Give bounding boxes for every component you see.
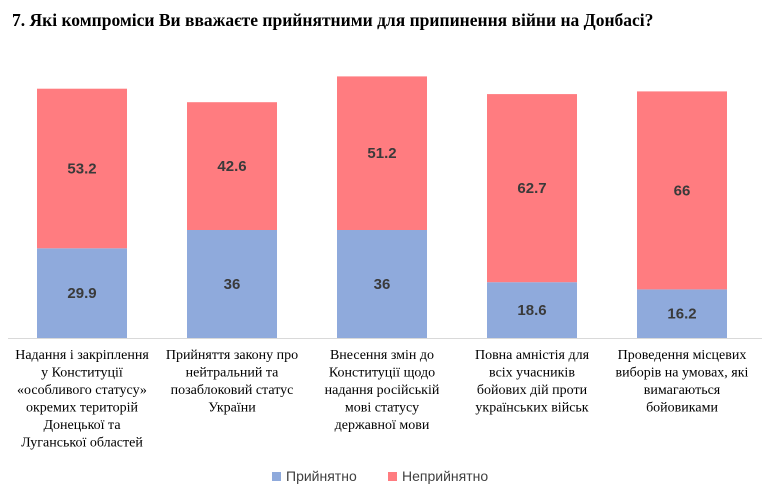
bar-unacceptable-0 (37, 88, 127, 249)
data-label-unacceptable-3: 62.7 (517, 180, 546, 197)
data-label-acceptable-4: 16.2 (667, 306, 696, 323)
bar-acceptable-4 (637, 289, 727, 338)
category-label-2: Внесення змін до Конституції щодо надання … (325, 348, 440, 433)
bar-unacceptable-4 (637, 91, 727, 290)
bar-acceptable-0 (37, 248, 127, 338)
bars-group: 29.9 53.2 36 42.6 36 51.2 18.6 62.7 16.2 66 (37, 76, 727, 338)
data-label-unacceptable-4: 66 (674, 182, 691, 199)
data-label-acceptable-3: 18.6 (517, 302, 546, 319)
category-label-4: Проведення місцевих виборів на умовах, як… (616, 348, 749, 416)
category-label-1: Прийняття закону про нейтральний та позабл… (166, 348, 298, 416)
legend-swatch-acceptable (272, 472, 281, 481)
bar-unacceptable-3 (487, 94, 577, 283)
category-label-0: Надання і закріплення у Конституції «особл… (15, 348, 149, 451)
bar-unacceptable-2 (337, 76, 427, 231)
legend: Прийнятно Неприйнятно (272, 468, 488, 484)
bar-acceptable-2 (337, 230, 427, 338)
data-label-acceptable-0: 29.9 (67, 285, 96, 302)
category-labels: Надання і закріплення у Конституції «особл… (15, 348, 748, 451)
bar-acceptable-3 (487, 282, 577, 338)
data-label-unacceptable-1: 42.6 (217, 158, 246, 175)
data-label-unacceptable-0: 53.2 (67, 161, 96, 178)
legend-label-unacceptable: Неприйнятно (402, 468, 488, 484)
legend-label-acceptable: Прийнятно (286, 468, 357, 484)
bar-unacceptable-1 (187, 102, 277, 230)
data-label-unacceptable-2: 51.2 (367, 145, 396, 162)
legend-swatch-unacceptable (388, 472, 397, 481)
bar-acceptable-1 (187, 230, 277, 338)
category-label-3: Повна амністія для всіх учасників бойових … (475, 348, 590, 416)
data-label-acceptable-2: 36 (374, 276, 391, 293)
data-label-acceptable-1: 36 (224, 276, 241, 293)
chart-title: 7. Які компроміси Ви вважаєте прийнятним… (12, 10, 653, 30)
